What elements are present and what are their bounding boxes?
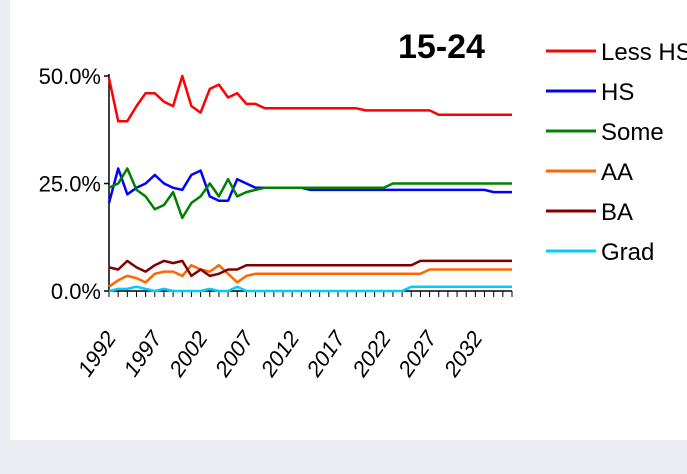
chart-title: 15-24 bbox=[398, 28, 485, 66]
series-line-ba bbox=[108, 259, 512, 278]
plot-area bbox=[107, 74, 512, 293]
chart-background bbox=[10, 0, 687, 474]
series-line-hs bbox=[107, 167, 512, 204]
series-line-grad bbox=[108, 285, 512, 293]
x-tick-label: 2032 bbox=[438, 327, 487, 382]
legend-label: Less HS bbox=[601, 39, 687, 66]
legend-label: BA bbox=[601, 199, 633, 226]
series-line-some bbox=[108, 167, 512, 220]
series-line-aa bbox=[108, 263, 512, 288]
y-tick-label: 50.0% bbox=[39, 64, 101, 89]
x-tick-label: 2022 bbox=[347, 327, 396, 382]
x-tick-label: 2027 bbox=[393, 326, 443, 382]
x-tick-label: 2007 bbox=[209, 326, 259, 382]
bottom-band bbox=[0, 440, 687, 474]
x-tick-label: 2017 bbox=[301, 326, 351, 382]
legend-label: Some bbox=[601, 119, 664, 146]
legend-label: Grad bbox=[601, 239, 654, 266]
legend: Less HS HS Some AA BA Grad bbox=[546, 39, 687, 266]
x-tick-label: 1992 bbox=[73, 327, 122, 381]
y-tick-label: 0.0% bbox=[51, 279, 101, 304]
x-tick-label: 1997 bbox=[118, 326, 167, 381]
x-tick-label: 2012 bbox=[255, 327, 304, 382]
axes: 0.0%25.0%50.0%19921997200220072012201720… bbox=[39, 64, 513, 382]
x-tick-label: 2002 bbox=[164, 327, 213, 382]
y-tick-label: 25.0% bbox=[39, 172, 101, 197]
legend-label: AA bbox=[601, 159, 633, 186]
series-line-less-hs bbox=[107, 74, 512, 123]
legend-label: HS bbox=[601, 79, 634, 106]
